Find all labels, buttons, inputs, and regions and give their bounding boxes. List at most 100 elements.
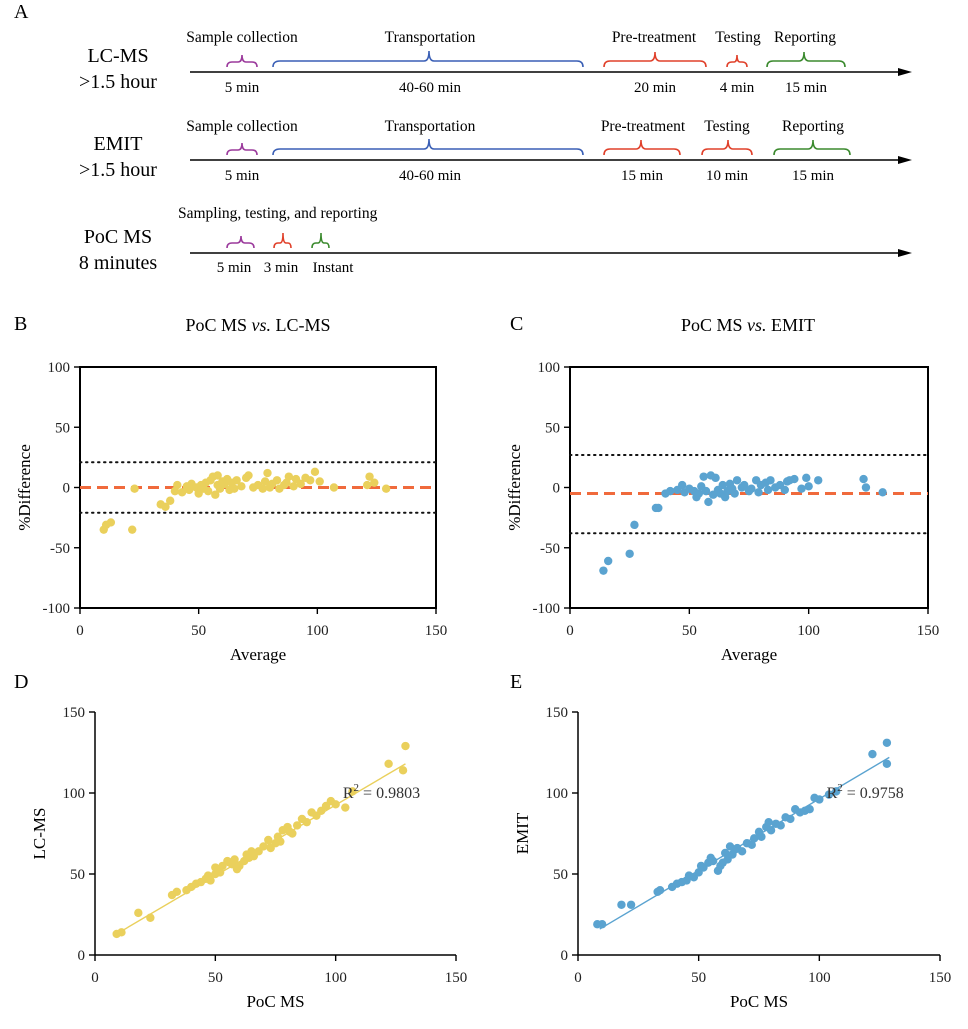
data-point [721, 848, 730, 858]
y-tick-label: 0 [78, 948, 86, 964]
bracket-testing [273, 232, 292, 249]
data-point [230, 484, 239, 493]
bracket-testing [701, 139, 753, 156]
x-tick-label: 50 [208, 970, 223, 986]
annotation-value: = 0.9758 [843, 785, 904, 802]
x-tick-label: 150 [929, 970, 952, 986]
y-tick-label: 50 [545, 420, 560, 436]
bracket-reporting [773, 139, 851, 156]
data-point [701, 486, 711, 496]
data-point [730, 489, 739, 498]
data-point [764, 817, 773, 827]
data-point [258, 484, 267, 493]
data-point [763, 485, 773, 495]
row-name: EMIT [94, 133, 143, 155]
data-point [718, 480, 727, 490]
data-point [146, 913, 155, 922]
data-point [814, 476, 823, 485]
data-point [617, 900, 626, 909]
bracket-reporting [766, 51, 846, 68]
panel-b-bland-altman-lcms: B PoC MS vs. LC-MS 0 50 100 150 -100 -50 0 50 100 A… [14, 313, 447, 664]
chart-title-part: LC-MS [271, 315, 331, 335]
data-point [882, 759, 892, 769]
y-tick-label: 100 [63, 786, 86, 802]
x-tick-label: 0 [566, 623, 574, 639]
panel-e-correlation-emit: E 0 50 100 150 0 50 100 150 PoC MS EMIT R2 = 0.9758 [510, 671, 951, 1011]
x-tick-label: 0 [574, 970, 582, 986]
y-tick-label: 100 [48, 360, 71, 376]
data-point [804, 482, 813, 491]
data-point [329, 483, 339, 492]
row-duration: >1.5 hour [79, 159, 157, 181]
data-point [296, 479, 305, 489]
step-time-testing: 10 min [706, 168, 749, 184]
step-label-sample-collection: Sample collection [186, 29, 298, 46]
data-point [824, 790, 834, 799]
data-point [868, 749, 877, 759]
data-point [134, 908, 143, 918]
step-time-transportation: 40-60 min [399, 168, 462, 184]
x-tick-label: 100 [306, 623, 329, 639]
data-point [302, 817, 311, 827]
x-tick-label: 50 [191, 623, 206, 639]
step-time-testing: 4 min [720, 80, 755, 96]
y-axis-label: %Difference [505, 444, 524, 531]
x-axis-label: PoC MS [246, 992, 304, 1011]
data-point [732, 476, 742, 485]
x-axis-label: Average [721, 645, 777, 664]
step-label-testing: Testing [715, 29, 761, 46]
data-point [711, 473, 720, 483]
y-tick-label: -50 [50, 541, 70, 557]
data-point [232, 476, 241, 485]
data-point [315, 477, 324, 486]
bracket-pretreatment [603, 139, 681, 156]
x-tick-label: 100 [324, 970, 347, 986]
data-point [341, 803, 350, 812]
y-tick-label: 50 [553, 867, 568, 883]
step-time-pretreatment: 20 min [634, 80, 677, 96]
data-point [815, 795, 824, 804]
chart-title-part: PoC MS [185, 315, 251, 335]
panel-letter: B [14, 313, 27, 335]
data-point [802, 473, 811, 483]
data-point [284, 472, 294, 481]
data-point [381, 484, 391, 493]
data-point [757, 832, 766, 841]
y-tick-label: -100 [533, 601, 561, 617]
step-time-sample-collection: 5 min [225, 168, 260, 184]
y-tick-label: 0 [561, 948, 569, 964]
y-axis-label: %Difference [15, 444, 34, 531]
bracket-sampling [226, 235, 255, 249]
row-name: PoC MS [84, 226, 152, 248]
data-point [740, 480, 749, 490]
data-point [211, 490, 220, 499]
data-point [237, 482, 246, 491]
bracket-transportation [272, 50, 584, 68]
data-point [276, 837, 285, 846]
panel-c-bland-altman-emit: C PoC MS vs. EMIT 0 50 100 150 -100 -50 0 50 100 Av… [505, 313, 939, 664]
step-label-testing: Testing [704, 118, 750, 135]
y-tick-label: 100 [546, 786, 569, 802]
x-tick-label: 100 [797, 623, 820, 639]
data-point [654, 503, 663, 513]
y-tick-label: 150 [63, 705, 86, 721]
panel-letter-a: A [14, 1, 29, 23]
data-point [370, 478, 379, 487]
data-point [263, 468, 272, 478]
data-point [766, 476, 775, 485]
chart-title-part: EMIT [767, 315, 816, 335]
data-point [737, 847, 747, 856]
row-duration: >1.5 hour [79, 71, 157, 93]
data-point [365, 472, 374, 481]
x-tick-label: 150 [425, 623, 448, 639]
data-point [861, 483, 871, 492]
data-point [749, 834, 759, 843]
data-point [289, 482, 298, 491]
data-point [694, 489, 704, 498]
group-label: Sampling, testing, and reporting [178, 205, 378, 222]
data-point [776, 821, 785, 830]
data-point [708, 856, 718, 866]
x-tick-label: 150 [445, 970, 468, 986]
data-point [260, 477, 270, 486]
data-point [213, 471, 222, 480]
